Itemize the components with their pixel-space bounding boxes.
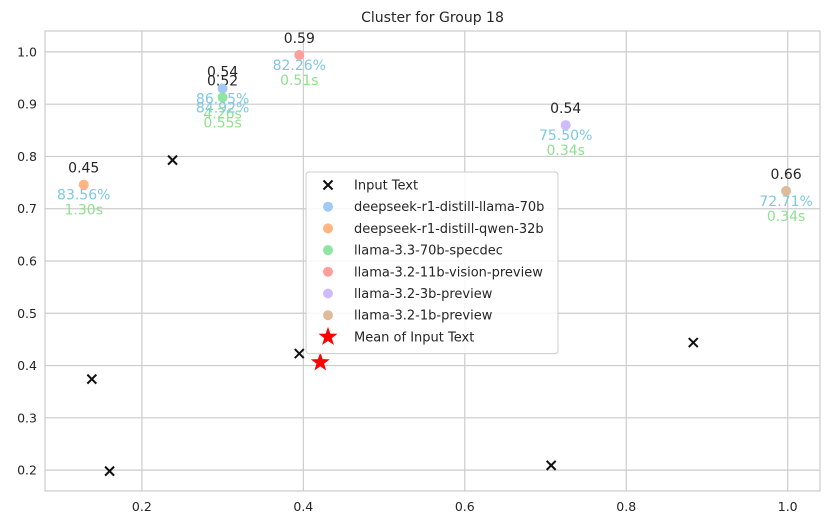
input-text-point: [294, 348, 305, 359]
annotations: 0.5486.45%4.26s0.4583.56%1.30s0.5284.92%…: [57, 31, 813, 225]
time-label: 4.26s: [203, 107, 241, 123]
legend-label: deepseek-r1-distill-llama-70b: [354, 200, 544, 215]
x-tick-label: 0.2: [132, 499, 152, 514]
axes: 0.2 0.4 0.6 0.8 1.0 0.2 0.3 0.4 0.5 0.6 0.7 0.8 0.9 1…: [17, 44, 798, 514]
legend-label: llama-3.2-1b-preview: [354, 309, 493, 324]
legend-marker: [323, 223, 333, 234]
mean-star-marker: [310, 352, 330, 371]
input-text-point: [86, 373, 98, 385]
score-label: 0.52: [207, 73, 238, 89]
model-point: [217, 83, 228, 94]
y-tick-label: 0.7: [17, 201, 37, 216]
percent-label: 84.92%: [196, 100, 249, 116]
time-label: 0.51s: [280, 73, 318, 89]
y-tick-label: 0.9: [17, 97, 37, 112]
x-marker-stroke: [167, 154, 178, 166]
input-text-point: [545, 460, 557, 471]
legend-marker-input-text: [322, 179, 334, 191]
input-text-point: [104, 465, 115, 477]
legend-label: llama-3.2-11b-vision-preview: [354, 265, 543, 280]
legend-label: deepseek-r1-distill-qwen-32b: [354, 222, 544, 237]
legend-marker: [323, 201, 333, 212]
y-tick-label: 0.6: [17, 254, 37, 269]
legend-marker: [323, 310, 333, 321]
score-label: 0.66: [771, 167, 802, 183]
x-marker-stroke: [86, 373, 98, 385]
y-tick-label: 0.8: [17, 149, 37, 164]
legend-marker: [323, 266, 333, 277]
legend-label: Input Text: [354, 179, 418, 194]
time-label: 1.30s: [65, 203, 103, 219]
score-label: 0.45: [68, 161, 99, 177]
legend-marker-mean: [318, 326, 338, 345]
x-marker-stroke: [545, 460, 557, 471]
x-tick-label: 0.4: [293, 499, 313, 514]
model-point: [560, 120, 571, 131]
chart-title: Cluster for Group 18: [361, 10, 504, 26]
x-marker-stroke: [322, 179, 334, 191]
x-marker-stroke: [688, 337, 699, 348]
time-label: 0.34s: [767, 209, 805, 225]
score-label: 0.54: [550, 101, 581, 117]
legend-label: llama-3.3-70b-specdec: [354, 244, 503, 259]
y-tick-label: 0.5: [17, 306, 37, 321]
model-point: [78, 179, 89, 190]
percent-label: 83.56%: [57, 188, 110, 204]
time-label: 0.34s: [546, 143, 584, 159]
legend-label: Mean of Input Text: [354, 330, 474, 345]
legend-marker: [323, 245, 333, 256]
x-marker-stroke: [104, 465, 115, 477]
legend-marker: [323, 288, 333, 299]
percent-label: 82.26%: [273, 58, 326, 74]
y-tick-label: 0.4: [17, 358, 37, 373]
y-tick-label: 0.2: [17, 463, 37, 478]
x-tick-label: 0.8: [616, 499, 636, 514]
input-text-point: [167, 154, 178, 166]
score-label: 0.59: [284, 31, 315, 47]
legend: Input Text deepseek-r1-distill-llama-70b d…: [305, 171, 559, 355]
percent-label: 72.71%: [759, 194, 812, 210]
x-tick-label: 0.6: [455, 499, 475, 514]
percent-label: 75.50%: [539, 128, 592, 144]
x-marker-stroke: [294, 348, 305, 359]
legend-label: llama-3.2-3b-preview: [354, 287, 493, 302]
legend-frame: [305, 171, 559, 355]
score-label: 0.54: [207, 65, 238, 81]
x-tick-label: 1.0: [778, 499, 798, 514]
model-point: [217, 92, 228, 103]
model-point: [781, 185, 792, 196]
input-text-point: [688, 337, 699, 348]
model-point: [294, 50, 305, 61]
time-label: 0.55s: [203, 115, 241, 131]
data-points: [78, 50, 792, 477]
y-tick-label: 1.0: [17, 44, 37, 59]
y-tick-label: 0.3: [17, 410, 37, 425]
